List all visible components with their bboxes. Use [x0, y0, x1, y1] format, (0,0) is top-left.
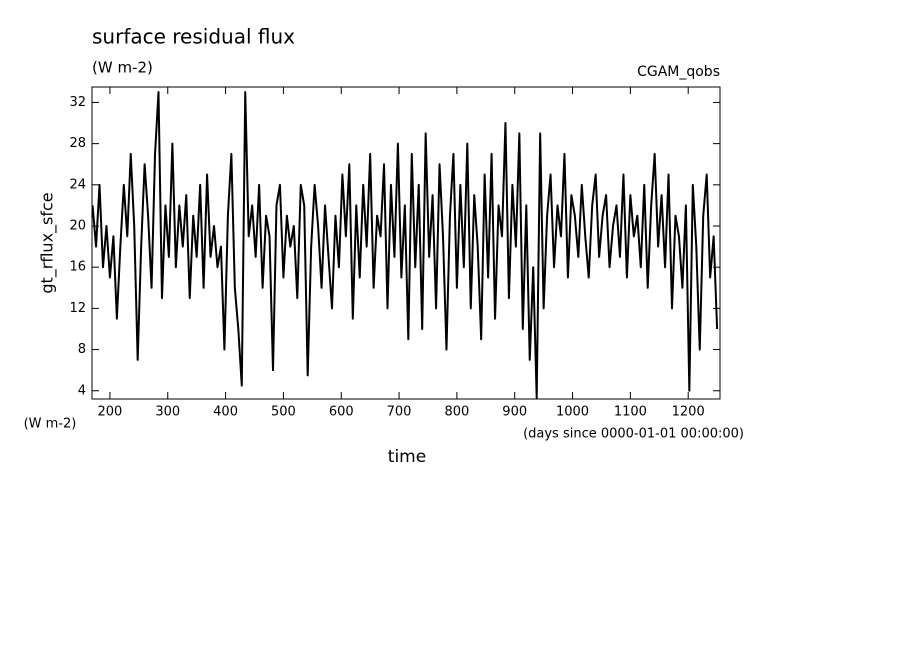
x-tick-label: 300	[155, 405, 180, 420]
chart-subtitle: (W m-2)	[92, 59, 153, 77]
y-axis-title: gt_rflux_sfce	[38, 192, 58, 293]
y-tick-label: 20	[69, 219, 86, 234]
y-tick-label: 28	[69, 136, 86, 151]
x-tick-label: 1200	[672, 405, 705, 420]
plot-frame	[91, 86, 721, 400]
x-tick-label: 1100	[614, 405, 647, 420]
x-tick-label: 200	[98, 405, 123, 420]
y-axis-unit: (W m-2)	[24, 417, 77, 432]
chart-title: surface residual flux	[92, 25, 295, 49]
y-tick-label: 16	[69, 260, 86, 275]
y-tick-label: 4	[78, 383, 86, 398]
annotation: CGAM_qobs	[637, 64, 720, 80]
x-axis-title: time	[388, 447, 426, 467]
x-tick-label: 700	[387, 405, 412, 420]
x-tick-label: 1000	[556, 405, 589, 420]
x-tick-label: 600	[329, 405, 354, 420]
x-tick-label: 900	[502, 405, 527, 420]
y-tick-label: 24	[69, 177, 86, 192]
y-tick-label: 32	[69, 95, 86, 110]
y-tick-label: 12	[69, 301, 86, 316]
x-tick-label: 500	[271, 405, 296, 420]
y-tick-label: 8	[78, 342, 86, 357]
x-tick-label: 400	[213, 405, 238, 420]
x-tick-label: 800	[444, 405, 469, 420]
x-axis-unit: (days since 0000-01-01 00:00:00)	[523, 427, 744, 442]
data-line	[91, 91, 719, 399]
